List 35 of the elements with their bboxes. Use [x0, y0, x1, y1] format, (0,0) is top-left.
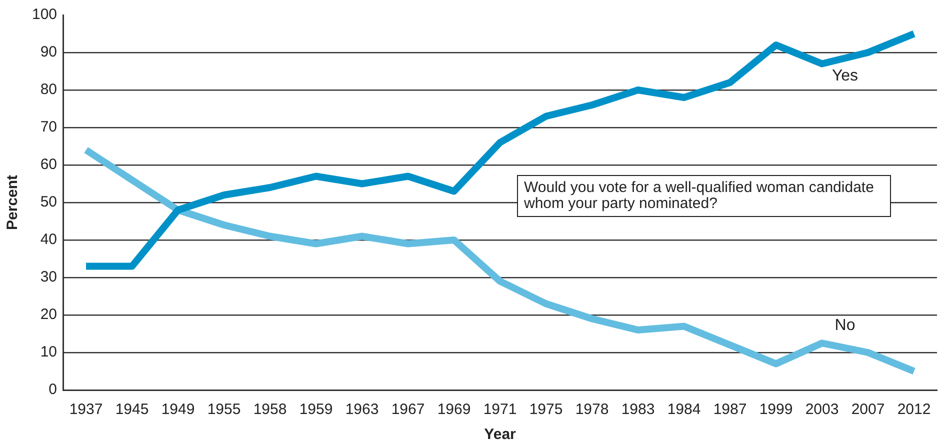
y-tick-label: 0	[48, 381, 58, 398]
x-tick-label: 1971	[483, 401, 517, 418]
x-tick-label: 1945	[115, 401, 149, 418]
x-tick-label: 1959	[299, 401, 333, 418]
x-tick-label: 1984	[667, 401, 701, 418]
y-tick-label: 80	[40, 81, 58, 98]
x-tick-label: 1958	[253, 401, 287, 418]
x-tick-label: 1937	[69, 401, 103, 418]
y-tick-label: 30	[40, 268, 58, 286]
x-tick-label: 1969	[437, 401, 471, 418]
x-tick-label: 1978	[575, 401, 609, 418]
x-tick-label: 1999	[759, 401, 793, 418]
x-tick-label: 1967	[391, 401, 425, 418]
x-axis-title: Year	[484, 426, 516, 444]
x-tick-label: 2012	[897, 401, 931, 418]
y-tick-label: 60	[40, 156, 58, 174]
y-tick-label: 100	[32, 6, 58, 24]
x-tick-label: 1963	[345, 401, 379, 418]
x-tick-label: 1955	[207, 401, 241, 418]
x-tick-label: 1987	[713, 401, 747, 418]
x-tick-label: 1983	[621, 401, 655, 418]
x-tick-label: 2003	[805, 401, 839, 418]
y-tick-label: 90	[40, 44, 58, 61]
series-label: Yes	[832, 68, 858, 85]
x-tick-label: 1949	[161, 401, 195, 418]
annotation: Would you vote for a well-qualified woman candidate whom your party nominated?	[517, 175, 891, 217]
y-tick-label: 40	[40, 231, 58, 248]
series-label: No	[834, 317, 856, 334]
x-tick-label: 1975	[529, 401, 563, 418]
y-tick-label: 10	[40, 344, 58, 361]
y-tick-label: 20	[40, 306, 58, 324]
y-axis-title: Percent	[4, 174, 22, 230]
y-tick-label: 50	[40, 194, 58, 211]
y-tick-label: 70	[40, 118, 58, 136]
x-tick-label: 2007	[851, 401, 885, 418]
